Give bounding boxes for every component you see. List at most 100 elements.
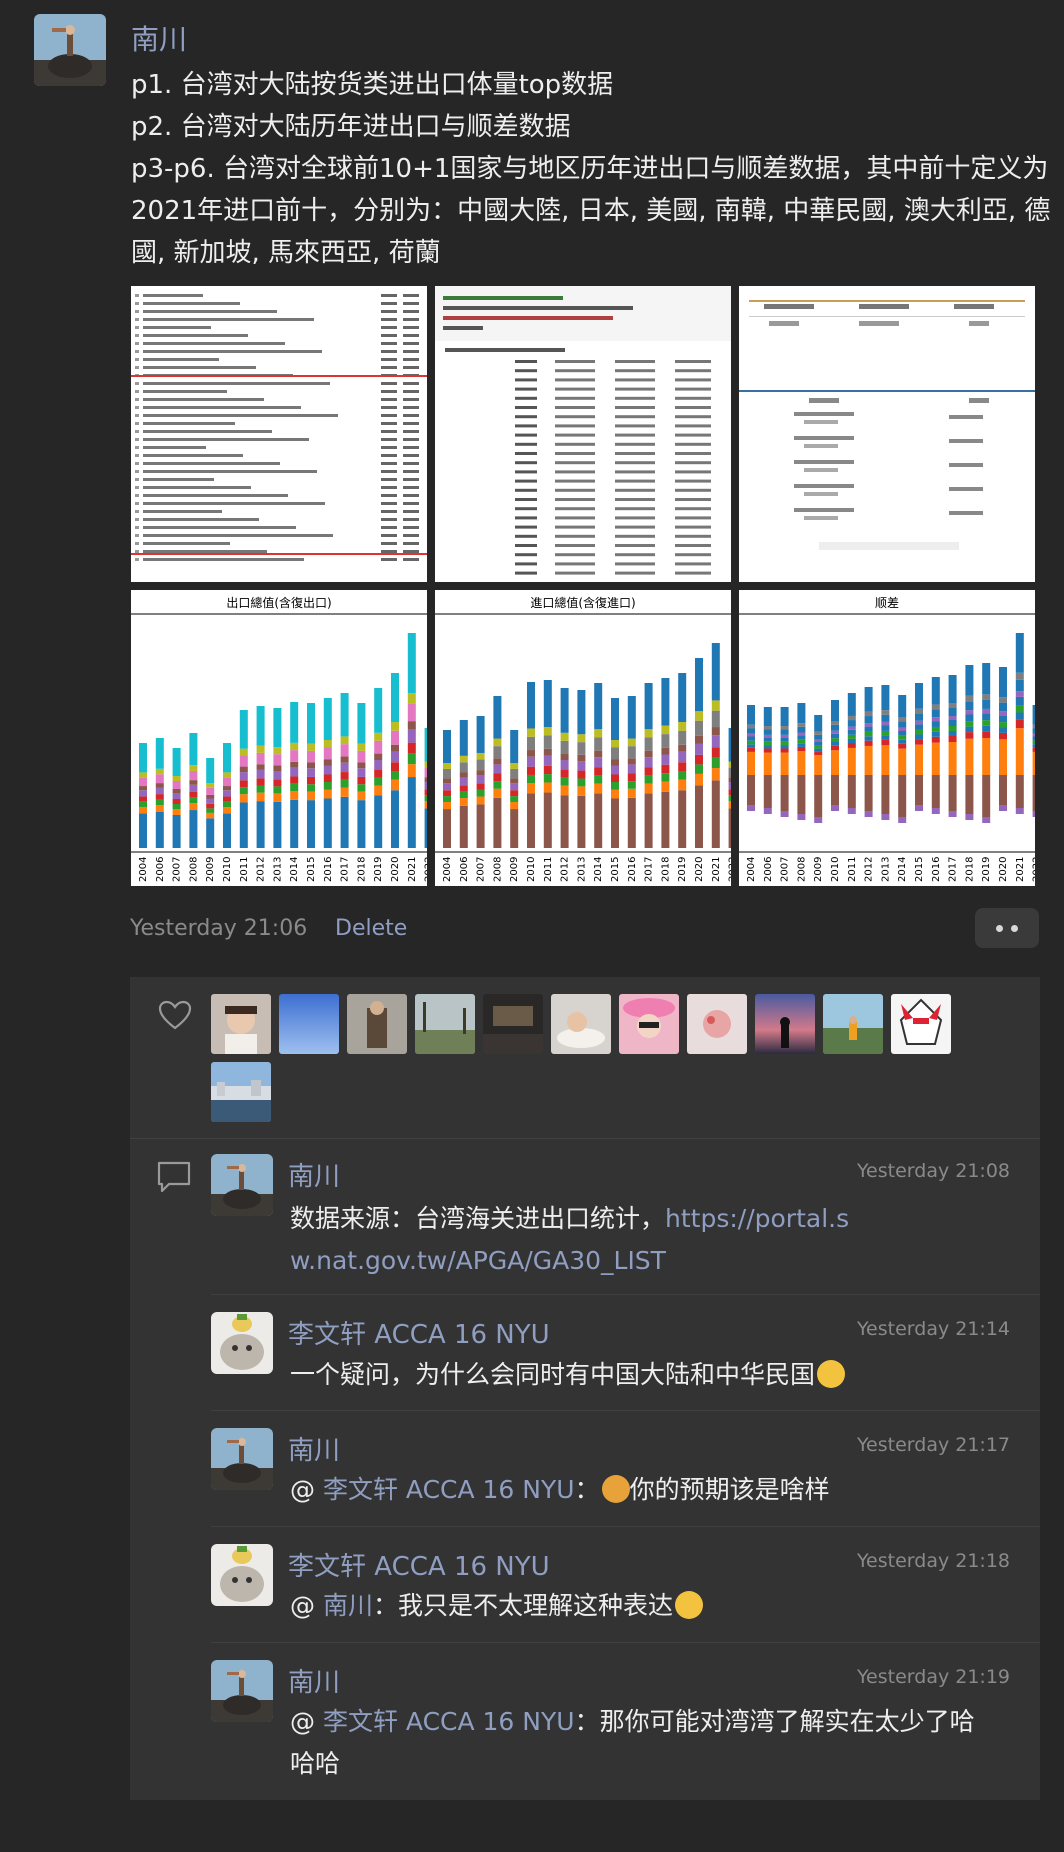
chart-bar-segment [611,759,619,766]
chart-bar-segment [340,744,349,757]
chart-bar-segment [864,740,873,746]
liker-avatar[interactable] [823,994,883,1054]
mention-link[interactable]: 李文轩 ACCA 16 NYU [322,1475,575,1504]
chart-bar-segment [510,790,519,797]
chart-bar-segment [728,777,731,782]
chart-tick-label: 2021 [407,857,418,882]
chart-tick-label: 2019 [373,857,384,882]
colon: ： [372,1591,398,1620]
chart-bar-segment [543,774,552,783]
chart-bar-segment [999,775,1007,805]
comment-author[interactable]: 南川 [288,1668,341,1698]
chart-bar-segment [931,808,940,814]
liker-avatar[interactable] [415,994,475,1054]
chart-bar-segment [780,775,789,811]
chart-bar-segment [357,776,366,785]
commenter-avatar[interactable] [211,1660,273,1722]
comment-author[interactable]: 南川 [288,1162,341,1192]
image-thumb-1[interactable] [131,286,427,582]
chart-bar-segment [831,805,839,811]
chart-bar-segment [747,728,755,734]
chart-bar-segment [864,736,873,741]
liker-avatar[interactable] [551,994,611,1054]
chart-bar-segment [510,763,519,769]
commenter-avatar[interactable] [211,1312,273,1374]
chart-bar-segment [678,744,687,752]
author-avatar[interactable] [34,14,106,86]
chart-tick-label: 2020 [998,857,1009,882]
source-link[interactable]: https://portal.sw.nat.gov.tw/APGA/GA30_L… [290,1204,850,1275]
chart-bar-segment [510,801,519,810]
liker-avatar[interactable] [755,994,815,1054]
chart-bar-segment [239,772,248,781]
chart-bar-segment [1015,712,1024,720]
image-thumb-2[interactable] [435,286,731,582]
chart-bar-segment [797,723,806,727]
commenter-avatar[interactable] [211,1154,273,1216]
chart-bar-segment [239,794,248,803]
chart-bar-segment [223,807,231,814]
image-thumb-3[interactable] [739,286,1035,582]
chart-bar-segment [527,736,535,751]
chart-bar-segment [476,716,485,753]
chart-bar-segment [711,700,720,711]
post-author-name[interactable]: 南川 [131,23,188,56]
commenter-avatar[interactable] [211,1544,273,1606]
chart-bar-segment [814,755,823,775]
mention-link[interactable]: 南川 [322,1591,373,1620]
chart-bar-segment [915,713,923,721]
chart-thumb-surplus[interactable]: 2004 2006 2007 2008 2009 2010 2011 2012 2013 2014… [739,590,1035,886]
liker-avatar[interactable] [483,994,543,1054]
comment-text: @ 南川：我只是不太理解这种表达 [290,1585,990,1627]
mention-link[interactable]: 李文轩 ACCA 16 NYU [322,1707,575,1736]
chart-bar-segment [139,786,147,791]
chart-tick-label: 2018 [356,857,367,882]
chart-tick-label: 2016 [931,857,942,882]
chart-bar-segment [172,815,181,848]
post-timestamp: Yesterday 21:06 [130,916,308,941]
chart-bar-segment [728,728,731,762]
liker-avatar[interactable] [279,994,339,1054]
chart-bar-segment [881,745,890,775]
chart-bar-segment [728,795,731,802]
more-actions-button[interactable] [975,908,1039,948]
chart-bar-segment [831,700,839,721]
liker-avatar[interactable] [211,1062,271,1122]
liker-avatar[interactable] [891,994,951,1054]
chart-bar-segment [476,752,485,760]
chart-bar-segment [831,730,839,734]
chart-bar-segment [273,801,282,848]
comment-author[interactable]: 李文轩 ACCA 16 NYU [288,1552,550,1582]
chart-bar-segment [594,729,603,738]
chart-bar-segment [577,754,586,762]
chart-thumb-imports[interactable]: 2004 2006 2007 2008 2009 2010 2011 2012 2013 2014… [435,590,731,886]
chart-bar-segment [273,765,282,771]
chart-bar-segment [139,801,147,808]
liker-avatar[interactable] [687,994,747,1054]
chart-bar-segment [560,760,569,770]
chart-bar-segment [661,781,670,792]
chart-bar-segment [560,777,569,786]
chart-bar-segment [644,737,653,751]
comment-author[interactable]: 李文轩 ACCA 16 NYU [288,1320,550,1350]
liker-avatar[interactable] [211,994,271,1054]
chart-bar-segment [678,790,687,848]
chart-bar-segment [915,724,923,730]
commenter-avatar[interactable] [211,1428,273,1490]
chart-bar-segment [307,800,315,848]
chart-bar-segment [155,774,164,784]
chart-bar-segment [307,776,315,785]
chart-bar-segment [424,767,427,778]
chart-bar-segment [493,773,502,782]
chart-bar-segment [948,703,957,708]
chart-tick-label: 2011 [239,857,250,882]
chart-bar-segment [560,795,569,848]
liker-avatar[interactable] [619,994,679,1054]
chart-bar-segment [307,768,315,777]
comment-author[interactable]: 南川 [288,1436,341,1466]
chart-bar-segment [527,682,535,729]
chart-thumb-exports[interactable]: 2004 2006 2007 2008 2009 2010 2011 2012 2013 2014… [131,590,427,886]
chart-bar-segment [476,796,485,805]
delete-link[interactable]: Delete [335,916,408,941]
liker-avatar[interactable] [347,994,407,1054]
